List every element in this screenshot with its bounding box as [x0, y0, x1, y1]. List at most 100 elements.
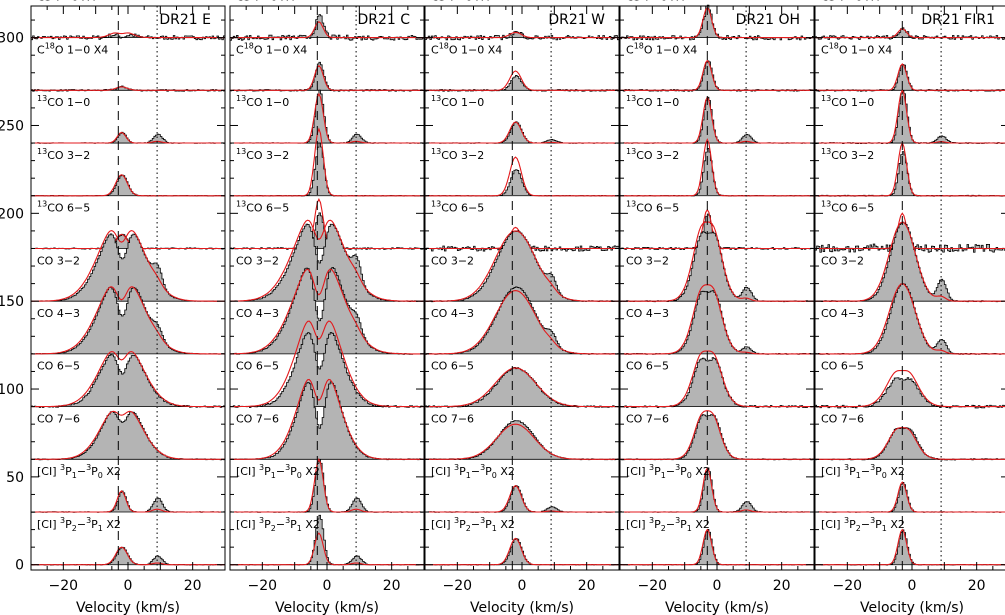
- line-label: CO 3−2: [37, 254, 80, 267]
- model-spectrum-2-3: [425, 156, 619, 197]
- panel-title: DR21 OH: [736, 12, 800, 28]
- observed-spectrum-2-0: [424, 30, 620, 41]
- panel-title: DR21 W: [548, 12, 605, 28]
- line-label: [CI] 3P2−3P1 X2: [821, 516, 905, 533]
- x-tick-label: −20: [248, 578, 278, 594]
- line-label: C18O 1−0 X4: [626, 41, 697, 56]
- panel-3: −20 0 20 DR21 OH CS 7−6 X4 C18O 1−0 X4 13CO 1−…: [619, 0, 815, 615]
- model-spectrum-1-3: [230, 127, 424, 197]
- line-label: 13CO 6−5: [821, 200, 874, 215]
- model-spectrum-3-5: [620, 221, 814, 302]
- model-spectrum-0-8: [31, 410, 225, 460]
- line-label: CO 6−5: [37, 360, 80, 373]
- observed-spectrum-0-2: [30, 131, 226, 144]
- model-spectrum-2-2: [425, 121, 619, 144]
- line-label: CO 7−6: [236, 412, 279, 425]
- x-tick-label: −20: [49, 578, 79, 594]
- x-tick-label: 0: [124, 578, 133, 594]
- line-label: 13CO 6−5: [431, 200, 484, 215]
- line-label: CO 6−5: [626, 360, 669, 373]
- model-spectrum-3-0: [620, 6, 814, 39]
- line-label: CO 6−5: [236, 360, 279, 373]
- y-tick-label: 250: [0, 118, 24, 134]
- line-label: C18O 1−0 X4: [37, 41, 108, 56]
- line-label: CS 7−6 X4: [821, 0, 880, 4]
- x-tick-label: 0: [908, 578, 917, 594]
- model-spectrum-4-5: [815, 221, 1005, 302]
- observed-spectrum-2-6: [424, 286, 620, 355]
- model-spectrum-2-5: [425, 230, 619, 302]
- line-label: CO 7−6: [821, 412, 864, 425]
- model-spectrum-3-2: [620, 96, 814, 144]
- model-spectrum-0-6: [31, 286, 225, 355]
- model-spectrum-0-0: [31, 32, 225, 39]
- y-tick-label: 100: [0, 382, 24, 398]
- line-label: [CI] 3P1−3P0 X2: [626, 463, 710, 480]
- model-spectrum-0-1: [31, 86, 225, 91]
- observed-spectrum-2-7: [424, 366, 620, 408]
- x-axis-label: Velocity (km/s): [76, 600, 180, 615]
- model-spectrum-3-6: [620, 284, 814, 355]
- line-label: [CI] 3P1−3P0 X2: [431, 463, 515, 480]
- model-spectrum-4-1: [815, 63, 1005, 91]
- line-label: CO 3−2: [236, 254, 279, 267]
- line-label: CO 4−3: [236, 307, 279, 320]
- line-label: CS 7−6 X4: [626, 0, 685, 4]
- model-spectrum-1-8: [230, 378, 424, 460]
- line-label: 13CO 1−0: [236, 94, 289, 109]
- model-spectrum-2-9: [425, 485, 619, 513]
- model-spectrum-0-3: [31, 174, 225, 197]
- model-spectrum-0-5: [31, 230, 225, 302]
- line-label: 13CO 1−0: [626, 94, 679, 109]
- line-label: [CI] 3P2−3P1 X2: [626, 516, 710, 533]
- line-label: 13CO 3−2: [821, 147, 874, 162]
- observed-spectrum-3-9: [619, 467, 815, 513]
- y-tick-label: 300: [0, 31, 24, 47]
- x-tick-label: 0: [518, 578, 527, 594]
- model-spectrum-2-8: [425, 423, 619, 460]
- line-label: 13CO 1−0: [37, 94, 90, 109]
- model-spectrum-4-6: [815, 283, 1005, 355]
- model-spectrum-0-7: [31, 351, 225, 408]
- panel-1: −20 0 20 DR21 C CS 7−6 X4 C18O 1−0 X4 13CO 1−0…: [229, 0, 425, 615]
- observed-spectrum-3-1: [619, 60, 815, 92]
- x-axis-label: Velocity (km/s): [665, 600, 769, 615]
- model-spectrum-1-1: [230, 64, 424, 91]
- line-label: CO 7−6: [431, 412, 474, 425]
- observed-spectrum-2-1: [424, 75, 620, 92]
- model-spectrum-1-7: [230, 320, 424, 408]
- line-label: CO 3−2: [431, 254, 474, 267]
- line-label: CO 4−3: [431, 307, 474, 320]
- x-tick-label: 20: [578, 578, 596, 594]
- line-label: 13CO 3−2: [626, 147, 679, 162]
- panel-title: DR21 FIR1: [921, 12, 995, 28]
- line-label: 13CO 6−5: [236, 200, 289, 215]
- line-label: CS 7−6 X4: [236, 0, 295, 4]
- y-tick-label: 200: [0, 206, 24, 222]
- x-axis-label: Velocity (km/s): [470, 600, 574, 615]
- line-label: [CI] 3P1−3P0 X2: [37, 463, 121, 480]
- observed-spectrum-4-9: [814, 482, 1005, 513]
- observed-spectrum-3-10: [619, 528, 815, 566]
- model-spectrum-0-4: [31, 233, 225, 250]
- x-axis-label: Velocity (km/s): [860, 600, 964, 615]
- y-tick-label: 50: [6, 470, 24, 486]
- model-spectrum-4-3: [815, 141, 1005, 197]
- y-tick-label: 0: [15, 558, 24, 574]
- observed-spectrum-3-6: [619, 290, 815, 355]
- line-label: [CI] 3P2−3P1 X2: [37, 516, 121, 533]
- y-tick-label: 150: [0, 294, 24, 310]
- x-axis-label: Velocity (km/s): [275, 600, 379, 615]
- model-spectrum-2-1: [425, 70, 619, 91]
- observed-spectrum-4-8: [814, 427, 1005, 461]
- x-tick-label: −20: [443, 578, 473, 594]
- panel-4: −20 0 20 DR21 FIR1 CS 7−6 X4 C18O 1−0 X4 13CO …: [814, 0, 1005, 615]
- model-spectrum-3-1: [620, 59, 814, 91]
- line-label: [CI] 3P1−3P0 X2: [821, 463, 905, 480]
- x-tick-label: 20: [184, 578, 202, 594]
- observed-spectrum-1-5: [229, 223, 425, 302]
- line-label: CO 4−3: [821, 307, 864, 320]
- line-label: 13CO 6−5: [37, 200, 90, 215]
- line-label: 13CO 6−5: [626, 200, 679, 215]
